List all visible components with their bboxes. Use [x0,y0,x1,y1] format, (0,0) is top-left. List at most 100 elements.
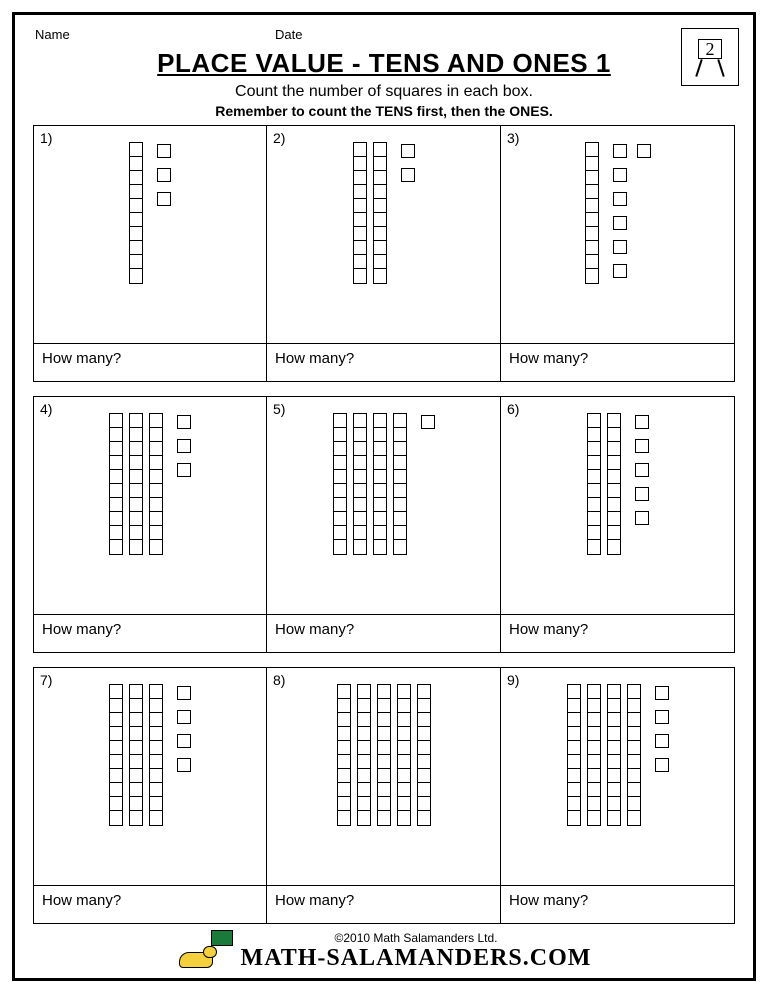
problem-cell: 8) How many? [267,667,501,924]
ones-container [177,413,191,477]
answer-row: How many? [267,886,500,923]
question-number: 5) [273,401,285,417]
ten-rod [353,142,367,284]
one-square [177,710,191,724]
one-square [177,686,191,700]
ones-container [421,413,435,429]
work-area: 3) [501,126,734,344]
ten-rod [585,142,599,284]
salamander-icon [177,930,233,972]
worksheet-subtitle-1: Count the number of squares in each box. [33,83,735,101]
grade-badge: 2 [681,28,739,86]
ten-rod [397,684,411,826]
copyright-text: ©2010 Math Salamanders Ltd. [241,931,592,945]
blocks-container [275,403,492,610]
blocks-container [42,132,258,339]
blocks-container [509,403,726,610]
blocks-container [509,132,726,339]
one-square [655,686,669,700]
ten-rod [149,413,163,555]
blocks-container [509,674,726,881]
ones-container [177,684,191,772]
one-square [157,168,171,182]
question-number: 9) [507,672,519,688]
work-area: 9) [501,668,734,886]
one-square [635,511,649,525]
question-number: 8) [273,672,285,688]
one-square [635,463,649,477]
one-square [177,463,191,477]
problem-grid: 1)How many?2)How many?3)How many?4)How m… [33,125,735,924]
ones-container [157,142,171,206]
ten-rod [587,684,601,826]
one-square [635,415,649,429]
question-number: 2) [273,130,285,146]
problem-cell: 6) How many? [501,396,735,653]
one-square [177,439,191,453]
blocks-container [42,403,258,610]
one-square [401,144,415,158]
work-area: 6) [501,397,734,615]
footer: ©2010 Math Salamanders Ltd. MATH-SALAMAN… [33,924,735,972]
one-square [177,758,191,772]
one-square [613,192,627,206]
brand-text: MATH-SALAMANDERS.COM [241,945,592,972]
ten-rod [337,684,351,826]
ones-container [655,684,669,772]
problem-cell: 4) How many? [33,396,267,653]
answer-row: How many? [267,344,500,381]
problem-cell: 7) How many? [33,667,267,924]
one-square [177,415,191,429]
ten-rod [109,413,123,555]
answer-row: How many? [34,615,266,652]
ones-container [635,413,649,525]
problem-cell: 5) How many? [267,396,501,653]
one-square [635,439,649,453]
answer-row: How many? [34,886,266,923]
one-square [613,168,627,182]
answer-row: How many? [267,615,500,652]
ten-rod [129,413,143,555]
ones-container [401,142,415,182]
question-number: 4) [40,401,52,417]
ten-rod [333,413,347,555]
one-square [613,216,627,230]
one-square [613,264,627,278]
page-border: Name Date 2 PLACE VALUE - TENS AND ONES … [12,12,756,981]
ten-rod [607,684,621,826]
question-number: 6) [507,401,519,417]
one-square [157,144,171,158]
blocks-container [42,674,258,881]
ten-rod [417,684,431,826]
one-square [655,758,669,772]
work-area: 1) [34,126,266,344]
ten-rod [373,413,387,555]
work-area: 7) [34,668,266,886]
work-area: 4) [34,397,266,615]
problem-cell: 2) How many? [267,125,501,382]
ten-rod [373,142,387,284]
one-square [613,240,627,254]
answer-row: How many? [34,344,266,381]
grade-number: 2 [698,39,722,59]
ten-rod [353,413,367,555]
blocks-container [275,132,492,339]
problem-cell: 9)How many? [501,667,735,924]
blocks-container [275,674,492,881]
ten-rod [129,142,143,284]
answer-row: How many? [501,615,734,652]
ten-rod [627,684,641,826]
question-number: 1) [40,130,52,146]
one-square [655,710,669,724]
worksheet-title: PLACE VALUE - TENS AND ONES 1 [33,48,735,79]
work-area: 8) [267,668,500,886]
problem-cell: 3)How many? [501,125,735,382]
one-square [637,144,651,158]
one-square [157,192,171,206]
question-number: 7) [40,672,52,688]
ten-rod [357,684,371,826]
ten-rod [393,413,407,555]
question-number: 3) [507,130,519,146]
ten-rod [607,413,621,555]
ten-rod [149,684,163,826]
